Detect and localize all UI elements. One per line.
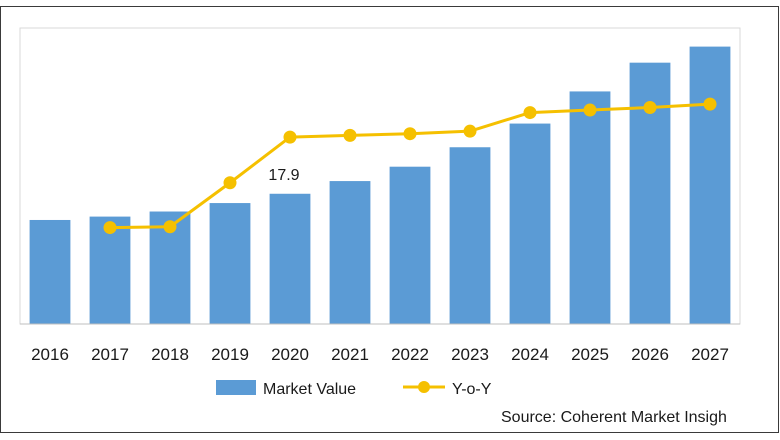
yoy-point-2018 [163, 220, 177, 234]
bar-2024 [509, 123, 551, 325]
legend-label-yoy: Y-o-Y [452, 381, 492, 398]
yoy-point-2025 [583, 103, 597, 117]
bar-2023 [449, 147, 491, 324]
bar-2019 [209, 203, 251, 324]
yoy-point-2019 [223, 176, 237, 190]
x-tick-2027: 2027 [691, 345, 729, 364]
plot-area-panel [19, 27, 741, 325]
x-tick-2024: 2024 [511, 345, 549, 364]
yoy-point-2024 [523, 106, 537, 120]
bar-2025 [569, 91, 611, 324]
data-labels: 17.9 [268, 167, 299, 184]
yoy-point-2020 [283, 130, 297, 144]
yoy-point-2017 [103, 221, 117, 235]
x-tick-2025: 2025 [571, 345, 609, 364]
bar-2020 [269, 193, 311, 324]
bar-2022 [389, 166, 431, 324]
x-tick-2021: 2021 [331, 345, 369, 364]
legend: Market Value Y-o-Y [216, 380, 492, 398]
x-tick-2019: 2019 [211, 345, 249, 364]
bar-2021 [329, 181, 371, 324]
x-tick-2017: 2017 [91, 345, 129, 364]
x-tick-2020: 2020 [271, 345, 309, 364]
yoy-point-2027 [703, 97, 717, 111]
x-tick-2022: 2022 [391, 345, 429, 364]
bar-2016 [29, 219, 71, 324]
legend-label-market-value: Market Value [263, 381, 356, 398]
legend-swatch-yoy-marker [418, 381, 430, 393]
bar-2017 [89, 216, 131, 324]
x-tick-2018: 2018 [151, 345, 189, 364]
yoy-point-2021 [343, 128, 357, 142]
x-tick-2026: 2026 [631, 345, 669, 364]
yoy-point-2026 [643, 100, 657, 114]
bar-2027 [689, 46, 731, 324]
source-text: Source: Coherent Market Insigh [501, 409, 727, 426]
x-tick-2023: 2023 [451, 345, 489, 364]
yoy-point-2023 [463, 124, 477, 138]
x-tick-2016: 2016 [31, 345, 69, 364]
legend-swatch-market-value [216, 380, 256, 395]
data-label-2020: 17.9 [268, 167, 299, 184]
line-series-group [103, 97, 717, 235]
x-tick-labels: 2016 2017 2018 2019 2020 2021 2022 2023 2024 2025… [31, 345, 729, 364]
yoy-point-2022 [403, 127, 417, 141]
